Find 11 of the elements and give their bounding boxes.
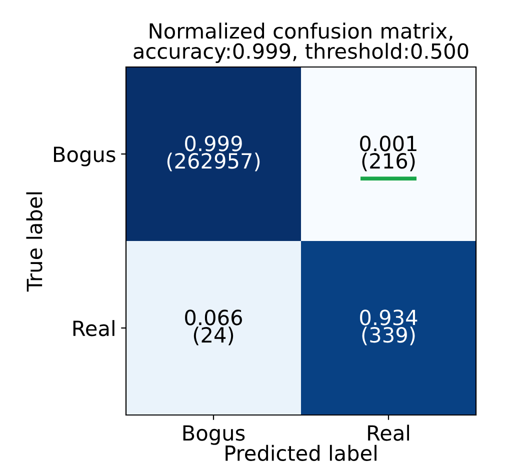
data-label: 0.066 bbox=[185, 310, 242, 326]
data-label: 0.999 bbox=[185, 136, 242, 152]
data-label: 0.001 bbox=[360, 136, 416, 152]
annotation: (339) bbox=[362, 326, 415, 346]
annotation: (216) bbox=[362, 152, 415, 172]
data-label: 0.934 bbox=[360, 310, 418, 326]
x-axis-title: Predicted label bbox=[226, 444, 376, 462]
annotation: (262957) bbox=[167, 152, 260, 172]
chart-title: Normalized confusion matrix, accuracy:0.999, threshold:0.500 bbox=[134, 22, 468, 63]
y-axis-title: True label bbox=[26, 192, 42, 292]
annotation: (24) bbox=[194, 326, 234, 346]
